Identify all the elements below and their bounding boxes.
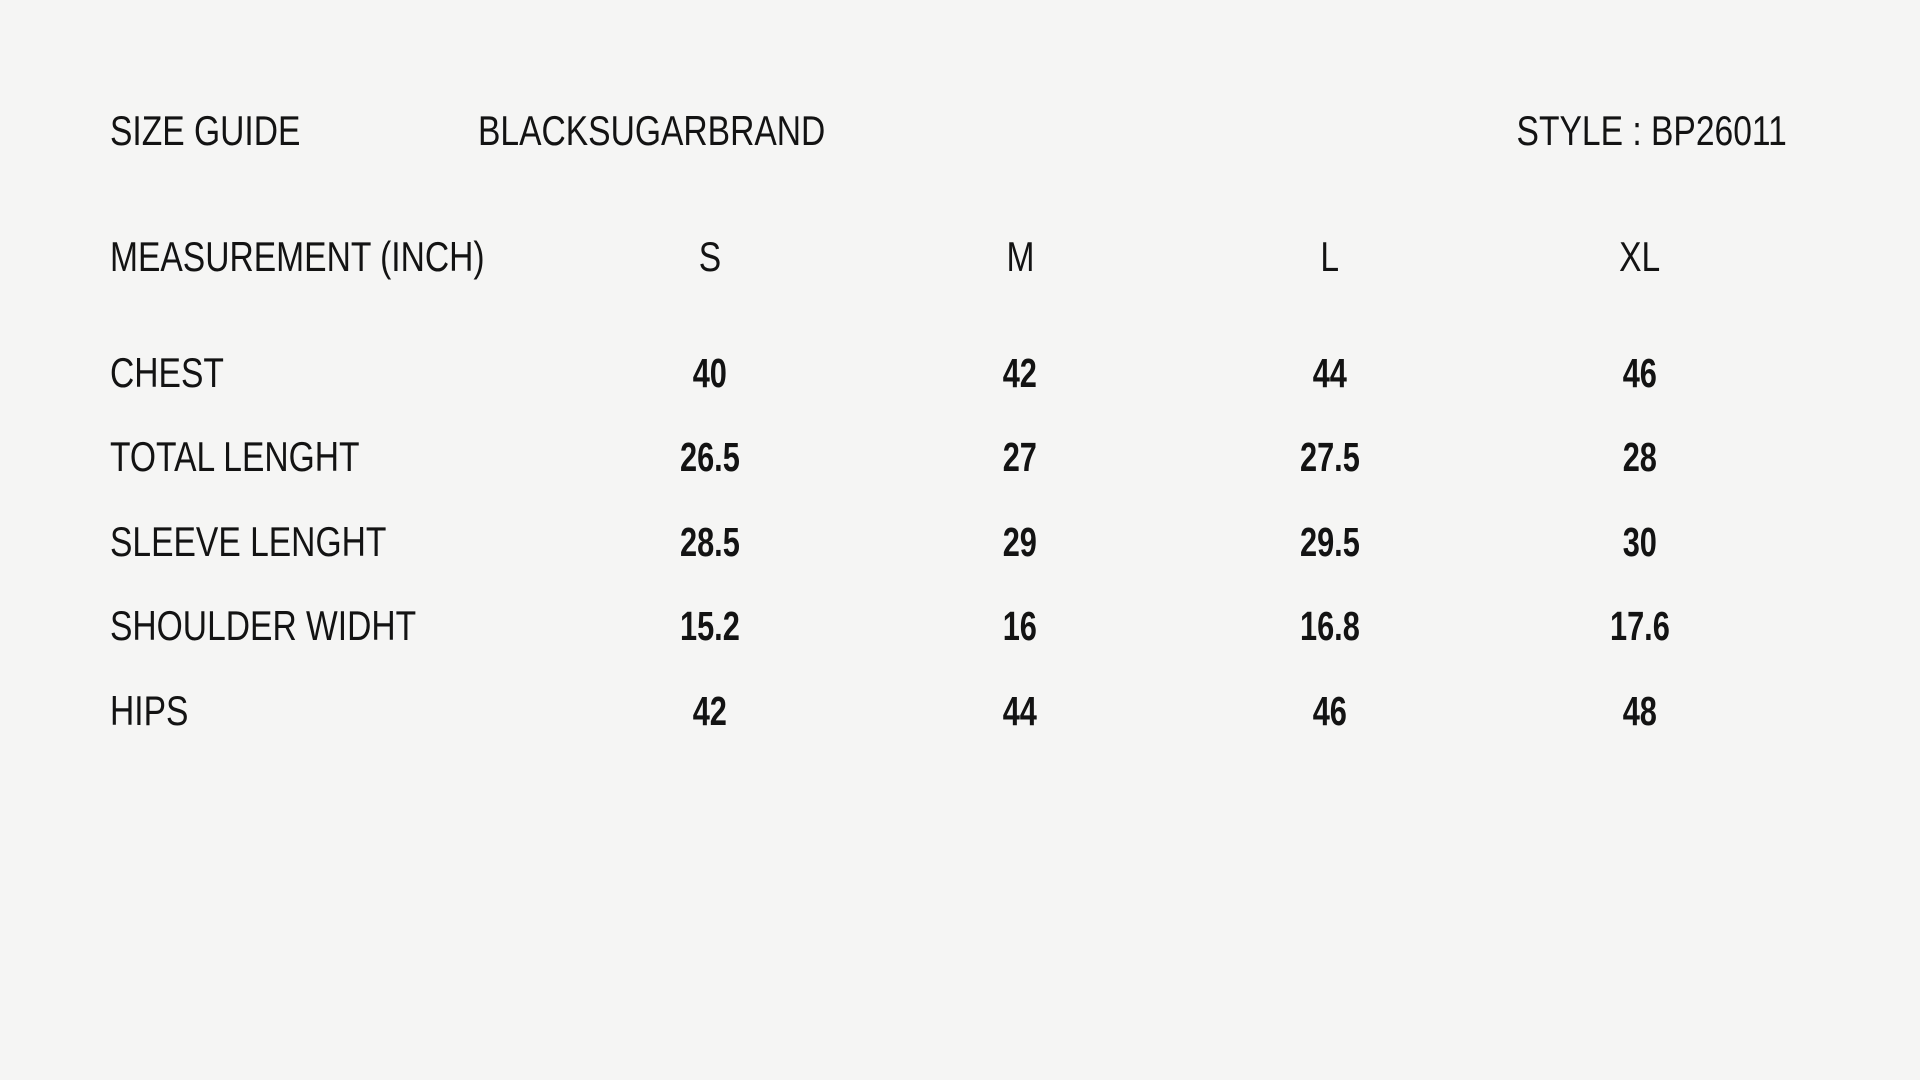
size-header-s: S bbox=[698, 233, 722, 280]
row-label-hips: HIPS bbox=[110, 687, 189, 734]
table-row: SLEEVE LENGHT 28.5 29 29.5 30 bbox=[0, 516, 1920, 568]
total-length-value-xl: 28 bbox=[1622, 434, 1658, 480]
total-length-value-s: 26.5 bbox=[680, 434, 740, 480]
total-length-value-l: 27.5 bbox=[1300, 434, 1360, 480]
title-row: SIZE GUIDE BLACKSUGARBRAND STYLE : BP260… bbox=[0, 105, 1920, 157]
size-header-l: L bbox=[1320, 233, 1340, 280]
size-header-m: M bbox=[1006, 233, 1034, 280]
sleeve-length-value-xl: 30 bbox=[1622, 519, 1658, 565]
sleeve-length-value-l: 29.5 bbox=[1300, 519, 1360, 565]
chest-value-s: 40 bbox=[692, 350, 728, 396]
hips-value-xl: 48 bbox=[1622, 688, 1658, 734]
shoulder-width-value-m: 16 bbox=[1002, 603, 1038, 649]
size-guide-title: SIZE GUIDE bbox=[110, 105, 348, 157]
table-header-row: MEASUREMENT (INCH) S M L XL bbox=[0, 231, 1920, 283]
sleeve-length-value-m: 29 bbox=[1002, 519, 1038, 565]
shoulder-width-value-s: 15.2 bbox=[680, 603, 740, 649]
chest-value-xl: 46 bbox=[1622, 350, 1658, 396]
table-row: CHEST 40 42 44 46 bbox=[0, 347, 1920, 399]
shoulder-width-value-l: 16.8 bbox=[1300, 603, 1360, 649]
row-label-total-length: TOTAL LENGHT bbox=[110, 433, 360, 480]
row-label-sleeve-length: SLEEVE LENGHT bbox=[110, 518, 387, 565]
measurement-unit-header: MEASUREMENT (INCH) bbox=[110, 233, 485, 280]
brand-name-text: BLACKSUGARBRAND bbox=[478, 107, 826, 154]
brand-name: BLACKSUGARBRAND bbox=[478, 105, 912, 157]
style-code-text: STYLE : BP26011 bbox=[1516, 107, 1787, 154]
chest-value-m: 42 bbox=[1002, 350, 1038, 396]
hips-value-l: 46 bbox=[1312, 688, 1348, 734]
row-label-chest: CHEST bbox=[110, 349, 224, 396]
size-guide-title-text: SIZE GUIDE bbox=[110, 107, 301, 154]
style-code: STYLE : BP26011 bbox=[1449, 105, 1787, 157]
shoulder-width-value-xl: 17.6 bbox=[1610, 603, 1670, 649]
table-row: TOTAL LENGHT 26.5 27 27.5 28 bbox=[0, 431, 1920, 483]
sleeve-length-value-s: 28.5 bbox=[680, 519, 740, 565]
table-row: SHOULDER WIDHT 15.2 16 16.8 17.6 bbox=[0, 600, 1920, 652]
chest-value-l: 44 bbox=[1312, 350, 1348, 396]
row-label-shoulder-width: SHOULDER WIDHT bbox=[110, 602, 417, 649]
table-row: HIPS 42 44 46 48 bbox=[0, 685, 1920, 737]
size-header-xl: XL bbox=[1619, 233, 1661, 280]
total-length-value-m: 27 bbox=[1002, 434, 1038, 480]
hips-value-m: 44 bbox=[1002, 688, 1038, 734]
hips-value-s: 42 bbox=[692, 688, 728, 734]
